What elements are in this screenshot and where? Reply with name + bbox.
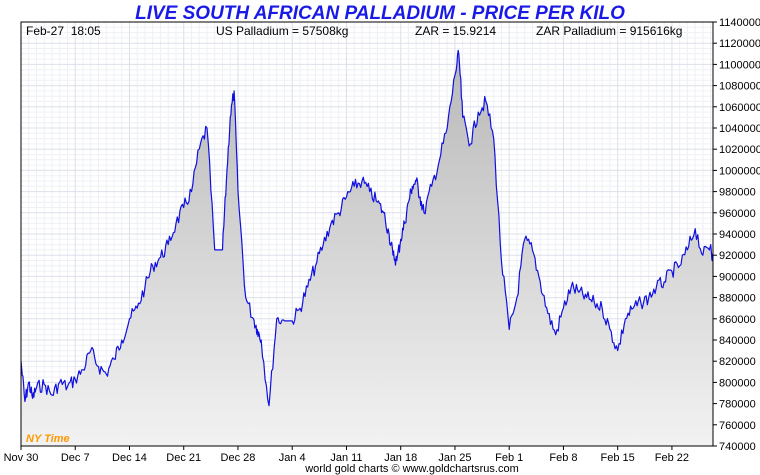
price-series-line	[21, 49, 713, 407]
y-tick-label: 1020000	[719, 144, 760, 156]
x-tick-label: Dec 21	[166, 452, 201, 464]
x-tick-label: Dec 7	[61, 452, 90, 464]
y-tick-label: 1040000	[719, 123, 760, 135]
y-tick-label: 780000	[719, 399, 756, 411]
x-tick-label: Feb 15	[601, 452, 635, 464]
y-tick-label: 1000000	[719, 165, 760, 177]
y-tick-label: 1060000	[719, 102, 760, 114]
x-tick-label: Jan 18	[384, 452, 417, 464]
y-tick-label: 960000	[719, 208, 756, 220]
y-tick-label: 760000	[719, 420, 756, 432]
y-axis: 740000 760000 780000 800000 820000 840000 8600…	[713, 17, 760, 453]
timezone-label: NY Time	[26, 433, 70, 445]
y-tick-label: 1140000	[719, 17, 760, 29]
header-fx-rate: ZAR = 15.9214	[415, 24, 496, 38]
plot-area	[20, 21, 714, 447]
y-tick-label: 920000	[719, 250, 756, 262]
x-tick-label: Jan 25	[438, 452, 471, 464]
header-datetime: Feb-27 18:05	[26, 24, 101, 38]
y-tick-label: 880000	[719, 293, 756, 305]
x-tick-label: Jan 4	[279, 452, 306, 464]
y-tick-label: 940000	[719, 229, 756, 241]
y-tick-label: 1120000	[719, 38, 760, 50]
y-tick-label: 840000	[719, 335, 756, 347]
x-axis: Nov 30 Dec 7 Dec 14 Dec 21 Dec 28 Jan 4 Jan 11…	[4, 446, 689, 464]
y-tick-label: 980000	[719, 187, 756, 199]
header-info: Feb-27 18:05 US Palladium = 57508kg ZAR …	[26, 24, 682, 38]
footer-credit: world gold charts © www.goldchartsrus.co…	[304, 463, 519, 475]
price-area-fill	[21, 50, 713, 446]
y-tick-label: 1080000	[719, 81, 760, 93]
x-tick-label: Jan 11	[330, 452, 362, 464]
x-tick-label: Feb 22	[655, 452, 689, 464]
x-tick-label: Feb 1	[495, 452, 523, 464]
y-tick-label: 800000	[719, 377, 756, 389]
x-tick-label: Dec 28	[221, 452, 256, 464]
y-tick-label: 740000	[719, 441, 756, 453]
y-tick-label: 1100000	[719, 59, 760, 71]
x-tick-label: Dec 14	[112, 452, 147, 464]
x-tick-label: Nov 30	[4, 452, 39, 464]
chart-title: LIVE SOUTH AFRICAN PALLADIUM - PRICE PER…	[135, 3, 625, 24]
header-us-price: US Palladium = 57508kg	[216, 24, 348, 38]
y-tick-label: 900000	[719, 271, 756, 283]
x-tick-label: Feb 8	[549, 452, 577, 464]
y-tick-label: 860000	[719, 314, 756, 326]
y-tick-label: 820000	[719, 356, 756, 368]
header-zar-price: ZAR Palladium = 915616kg	[536, 24, 682, 38]
